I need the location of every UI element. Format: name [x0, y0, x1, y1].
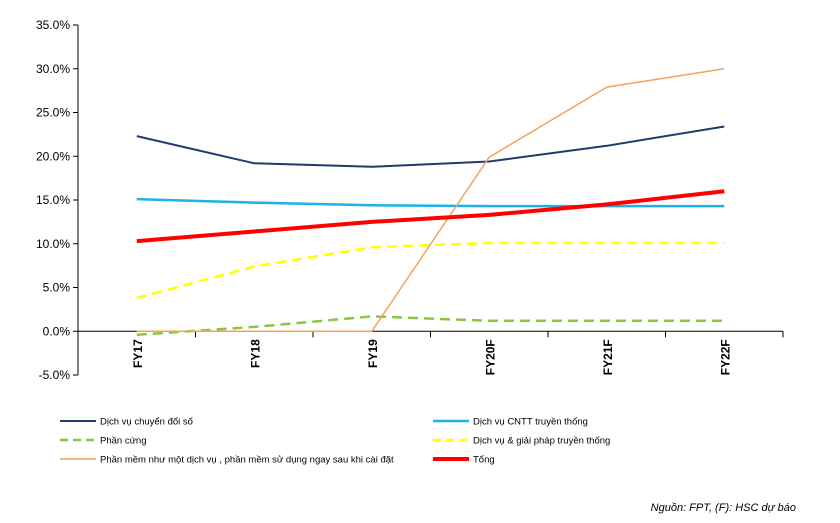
source-note: Nguồn: FPT, (F): HSC dự báo — [650, 502, 796, 514]
chart-series — [136, 68, 725, 337]
legend-label-2: Phần cứng — [100, 436, 147, 447]
legend-label-5: Tổng — [473, 455, 495, 466]
y-tick-label: 30.0% — [36, 62, 70, 76]
legend-label-1: Dịch vụ CNTT truyền thống — [473, 417, 588, 428]
legend-label-3: Dịch vụ & giải pháp truyền thống — [473, 436, 610, 447]
series-line-4 — [136, 68, 725, 333]
series-line-5 — [136, 189, 725, 244]
x-tick-label: FY18 — [248, 339, 262, 368]
x-tick-label: FY17 — [131, 339, 145, 368]
series-line-3 — [136, 241, 725, 300]
x-tick-label: FY20F — [483, 339, 497, 375]
series-line-2 — [136, 315, 725, 337]
x-tick-label: FY22F — [718, 339, 732, 375]
series-line-0 — [136, 125, 725, 168]
y-tick-label: 35.0% — [36, 18, 70, 32]
x-tick-label: FY21F — [601, 339, 615, 375]
y-tick-label: 15.0% — [36, 193, 70, 207]
legend-label-0: Dịch vụ chuyển đổi số — [100, 417, 194, 428]
y-tick-label: -5.0% — [39, 368, 71, 382]
x-tick-label: FY19 — [366, 339, 380, 368]
chart-axes: -5.0% 0.0% 5.0% 10.0% 15.0% 20.0% 25.0% 30.0% 35… — [36, 18, 784, 382]
legend-label-4: Phần mềm như một dịch vụ , phần mềm sử d… — [100, 455, 394, 466]
y-tick-label: 20.0% — [36, 149, 70, 163]
y-tick-label: 0.0% — [43, 324, 71, 338]
y-tick-label: 5.0% — [43, 281, 71, 295]
series-line-1 — [136, 197, 725, 208]
y-tick-label: 25.0% — [36, 106, 70, 120]
chart-legend: Dịch vụ chuyển đổi số Dịch vụ CNTT truyền… — [60, 417, 610, 466]
y-tick-label: 10.0% — [36, 237, 70, 251]
